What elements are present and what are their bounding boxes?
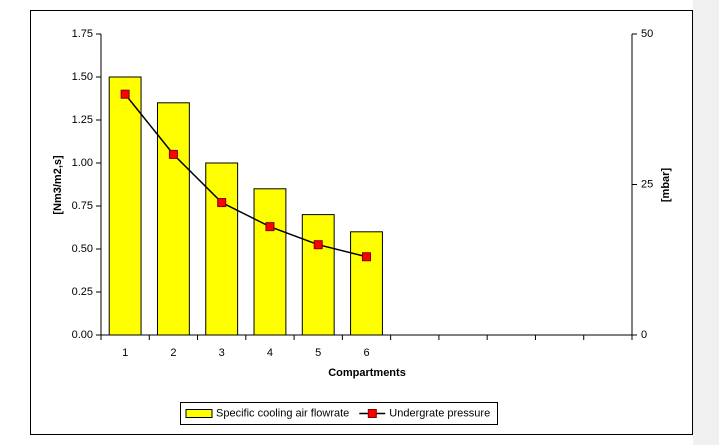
bar	[301, 214, 335, 336]
x-tick-label: 2	[170, 347, 176, 359]
y-tick-label: 1.50	[72, 71, 93, 83]
y2-tick-label: 0	[641, 329, 647, 341]
line-marker	[313, 240, 323, 250]
legend	[180, 402, 498, 425]
y-axis-title: [Nm3/m2,s]	[52, 155, 64, 215]
y-tick-label: 1.25	[72, 114, 93, 126]
x-tick-label: 3	[219, 347, 225, 359]
x-tick-label: 5	[315, 347, 321, 359]
y-tick-label: 0.00	[72, 329, 93, 341]
line-marker	[217, 198, 227, 208]
x-tick-label: 6	[363, 347, 369, 359]
y2-tick-label: 25	[641, 178, 653, 190]
legend-swatch	[185, 409, 213, 418]
y-tick-label: 0.75	[72, 200, 93, 212]
bar	[205, 162, 239, 336]
legend-marker	[367, 409, 377, 418]
y-tick-label: 0.25	[72, 286, 93, 298]
x-tick-label: 1	[122, 347, 128, 359]
line-marker	[168, 149, 178, 159]
y-tick-label: 1.75	[72, 28, 93, 40]
bar	[156, 102, 190, 336]
x-tick-label: 4	[267, 347, 273, 359]
y2-tick-label: 50	[641, 28, 653, 40]
y-tick-label: 0.50	[72, 243, 93, 255]
y2-axis-title: [mbar]	[660, 168, 672, 203]
legend-label: Undergrate pressure	[389, 407, 490, 419]
bar	[350, 231, 383, 336]
legend-label: Specific cooling air flowrate	[216, 407, 349, 419]
x-axis-title: Compartments	[328, 367, 406, 379]
side-panel	[693, 0, 719, 445]
bar	[108, 76, 142, 336]
line	[124, 93, 367, 258]
bar	[253, 188, 287, 336]
line-marker	[265, 222, 275, 232]
line-marker	[362, 252, 371, 262]
line-marker	[120, 89, 130, 99]
y-tick-label: 1.00	[72, 157, 93, 169]
